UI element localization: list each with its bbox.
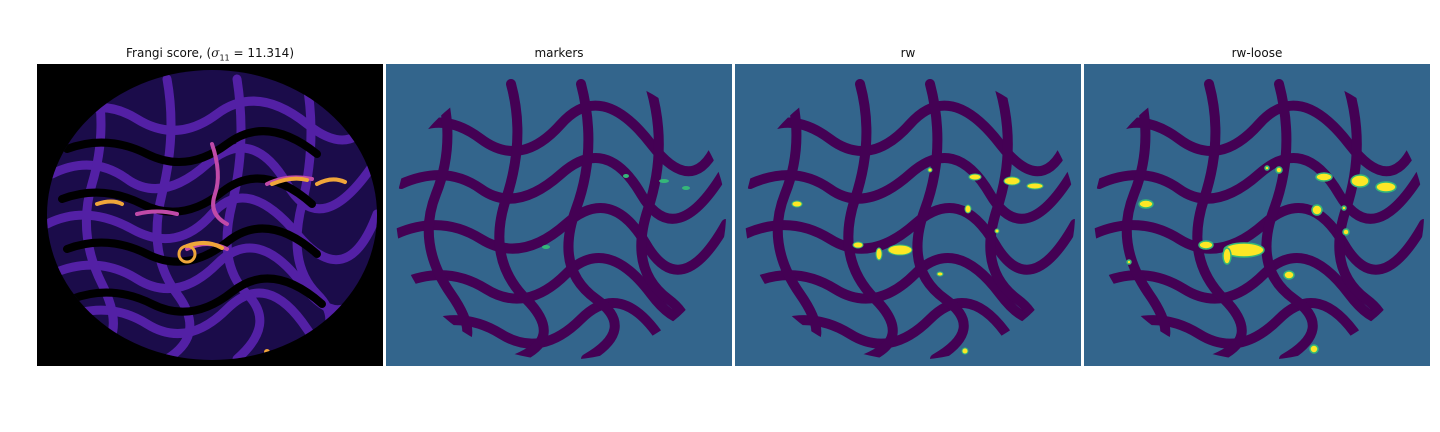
panel-title-rw-loose: rw-loose bbox=[1231, 46, 1283, 60]
frangi-score-image bbox=[37, 64, 383, 366]
rw-loose-svg bbox=[1084, 64, 1430, 366]
frangi-score-svg bbox=[37, 64, 383, 366]
rw-loose-image bbox=[1084, 64, 1430, 366]
frangi-title-prefix: Frangi score, ( bbox=[126, 46, 212, 60]
rw-yellow-regions bbox=[791, 167, 1044, 355]
panel-title-frangi: Frangi score, (σ11 = 11.314) bbox=[37, 46, 383, 62]
markers-svg bbox=[386, 64, 732, 366]
markers-image bbox=[386, 64, 732, 366]
panel-title-rw: rw bbox=[900, 46, 916, 60]
frangi-title-subscript: 11 bbox=[219, 53, 230, 63]
panel-title-markers: markers bbox=[534, 46, 584, 60]
frangi-title-symbol: σ bbox=[211, 46, 220, 60]
rw-svg bbox=[735, 64, 1081, 366]
rw-dark-regions bbox=[745, 79, 1075, 360]
rw-loose-yellow-regions bbox=[1126, 165, 1397, 354]
frangi-title-suffix: = 11.314) bbox=[229, 46, 294, 60]
rw-image bbox=[735, 64, 1081, 366]
markers-green-seeds bbox=[542, 174, 690, 249]
